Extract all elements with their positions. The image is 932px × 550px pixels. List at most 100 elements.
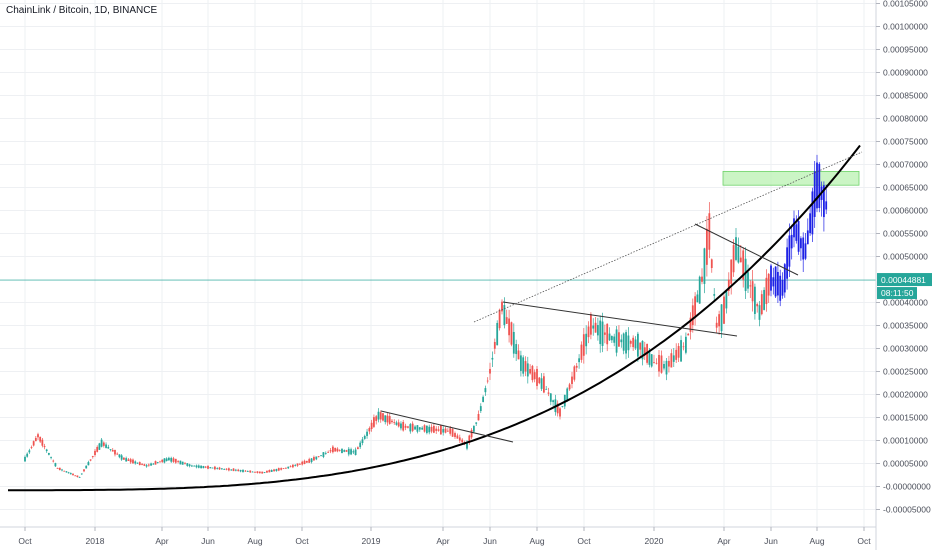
candle-body (571, 376, 573, 384)
candle-body (301, 461, 304, 465)
candle-body (442, 429, 445, 433)
candle-body (625, 332, 627, 354)
candle-body (202, 466, 205, 469)
candle-body (473, 426, 475, 432)
candle-body (338, 450, 341, 451)
candle-body (391, 420, 393, 423)
candle-body (186, 463, 189, 466)
candle-body (610, 336, 613, 341)
candle-body (491, 357, 494, 360)
candle-body (277, 468, 280, 471)
candle-body (568, 384, 571, 390)
candle-body (159, 461, 161, 463)
candle-body (138, 462, 141, 465)
candle-body (152, 463, 155, 465)
price-axis-label: 0.00095000 (883, 45, 928, 55)
candle-body (682, 346, 685, 348)
candle-body (458, 437, 461, 441)
candle-body (34, 437, 37, 442)
candle-body (756, 303, 759, 307)
candle-body (368, 428, 371, 432)
time-axis-label: 2018 (86, 536, 105, 546)
candle-body (627, 335, 630, 351)
candle-body (694, 296, 696, 316)
candle-body (234, 469, 237, 471)
candle-body (512, 331, 515, 354)
candle-body (334, 447, 337, 452)
candle-body (193, 465, 196, 467)
candle-body (737, 246, 740, 263)
candle-body (74, 475, 77, 477)
candle-body (552, 400, 554, 403)
candle-body (418, 427, 421, 430)
candle-body (197, 465, 200, 468)
candle-body (39, 436, 42, 442)
candle-body (543, 376, 545, 393)
candle-body (747, 272, 749, 289)
candle-body (718, 314, 721, 327)
candle-body (354, 449, 357, 456)
price-axis-label: 0.00040000 (883, 298, 928, 308)
candle-body (825, 201, 828, 210)
candle-body (547, 392, 550, 394)
candle-body (261, 471, 264, 474)
candle-body (375, 416, 378, 421)
candle-body (526, 363, 529, 377)
candle-body (613, 336, 616, 343)
candle-body (91, 456, 94, 458)
candle-body (85, 465, 88, 469)
candle-body (352, 451, 355, 453)
candle-body (305, 460, 308, 463)
candle-body (594, 322, 597, 333)
candle-body (804, 243, 807, 259)
candle-body (273, 469, 275, 472)
candle-body (643, 347, 646, 356)
candle-body (437, 429, 440, 431)
candle-body (650, 354, 653, 367)
candle-body (105, 444, 107, 448)
candle-body (663, 363, 665, 369)
candle-body (384, 415, 387, 423)
candle-body (150, 463, 152, 466)
candle-body (585, 333, 588, 347)
candle-body (266, 470, 268, 473)
candle-body (409, 424, 412, 432)
candle-body (400, 423, 402, 429)
candle-body (322, 452, 325, 457)
time-axis-label: Aug (809, 536, 824, 546)
candle-body (556, 403, 559, 414)
time-axis-label: Jun (764, 536, 778, 546)
candle-body (382, 413, 384, 421)
candle-body (559, 408, 561, 417)
candle-body (691, 305, 694, 326)
price-axis-label: 0.00025000 (883, 367, 928, 377)
candle-body (116, 453, 119, 455)
time-axis-label: Oct (18, 536, 32, 546)
candle-body (67, 472, 70, 474)
candle-body (496, 322, 499, 346)
countdown-tag (877, 287, 917, 300)
candle-body (715, 322, 718, 328)
candle-body (216, 468, 219, 469)
candle-body (72, 473, 74, 476)
price-axis-label: 0.00050000 (883, 252, 928, 262)
candle-body (184, 463, 186, 465)
candle-body (449, 428, 452, 434)
candle-body (414, 426, 416, 430)
candle-body (603, 332, 606, 335)
plot-background (0, 0, 876, 527)
candle-body (466, 442, 468, 449)
candle-body (120, 455, 123, 460)
candle-body (421, 427, 424, 430)
last-price-text: 0.00044881 (881, 275, 926, 285)
candle-body (275, 469, 278, 472)
candle-body (129, 459, 132, 463)
candle-body (777, 271, 779, 296)
candle-body (758, 305, 761, 320)
candle-body (701, 276, 703, 282)
price-axis-label: 0.00055000 (883, 229, 928, 239)
candle-body (43, 446, 46, 448)
trendlines (8, 144, 863, 492)
